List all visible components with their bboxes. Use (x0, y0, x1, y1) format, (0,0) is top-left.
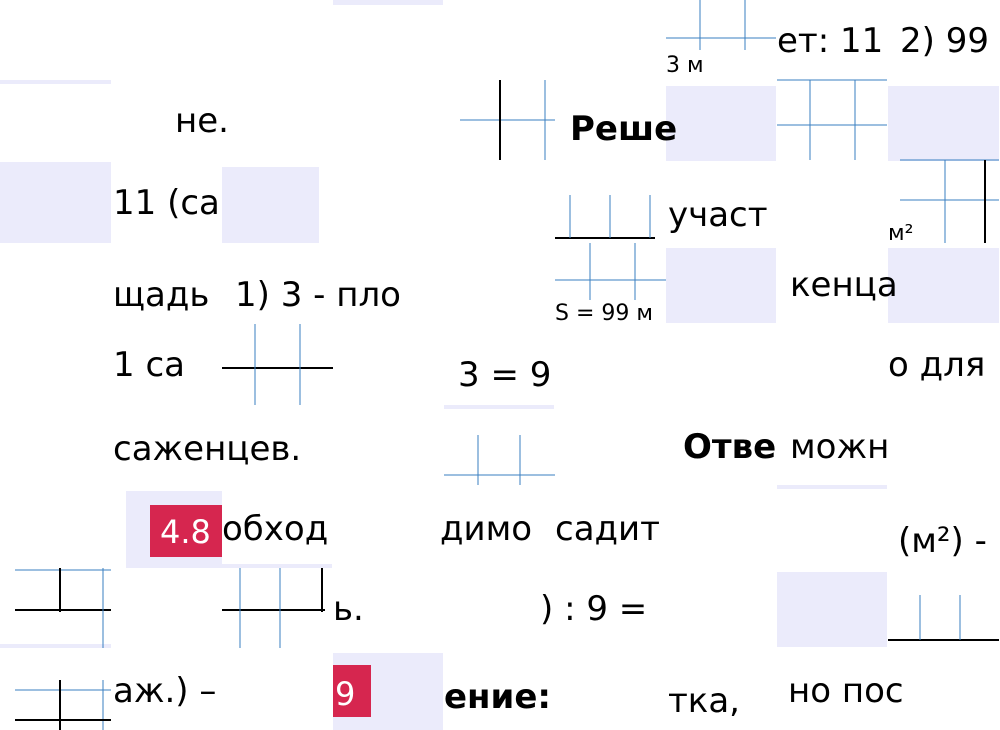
text-fragment: S = 99 м (555, 301, 653, 326)
text-fragment: ь. (333, 589, 364, 629)
text-fragment: (м²) - (898, 521, 987, 561)
tile (333, 0, 443, 5)
text-fragment: ет: 11 (777, 21, 883, 61)
tile (777, 572, 887, 647)
tile (0, 80, 111, 84)
badge (150, 505, 222, 557)
text-fragment: о для (888, 345, 985, 385)
text-fragment: кенца (790, 265, 898, 305)
text-fragment: Реше (570, 109, 677, 149)
badge-label: 4.8 (160, 513, 211, 551)
text-fragment: участ (668, 195, 768, 235)
text-fragment: аж.) – (113, 671, 216, 711)
text-fragment: обход (222, 509, 328, 549)
text-fragment: можн (790, 427, 889, 467)
tile (888, 248, 999, 323)
tile (888, 86, 999, 161)
text-fragment: 3 м (666, 53, 704, 78)
tile (222, 564, 332, 568)
text-fragment: димо (440, 509, 532, 549)
badge (333, 665, 371, 717)
text-fragment: 2) 99 (900, 21, 989, 61)
tile (666, 86, 776, 161)
text-fragment: Отве (683, 427, 776, 467)
text-fragment: 3 = 9 (458, 355, 551, 395)
text-fragment: 1 са (113, 345, 185, 385)
text-fragment: не. (175, 101, 229, 141)
tile (0, 644, 111, 648)
text-fragment: 11 (са (113, 183, 220, 223)
text-fragment: но пос (788, 671, 904, 711)
tile (666, 248, 776, 323)
text-fragment: м² (888, 221, 913, 246)
grid-fragments (15, 0, 999, 730)
text-fragment: тка, (668, 681, 740, 721)
text-fragment: ение: (444, 677, 551, 717)
tile (0, 162, 111, 243)
badge-label: 9 (335, 675, 355, 713)
tile (444, 405, 554, 409)
tile (222, 167, 319, 243)
text-fragment: садит (555, 509, 660, 549)
tile (777, 485, 887, 489)
text-fragment: саженцев. (113, 429, 301, 469)
text-fragment: щадь (113, 275, 209, 315)
text-fragment: 1) 3 - пло (235, 275, 401, 315)
text-fragment: ) : 9 = (540, 589, 647, 629)
